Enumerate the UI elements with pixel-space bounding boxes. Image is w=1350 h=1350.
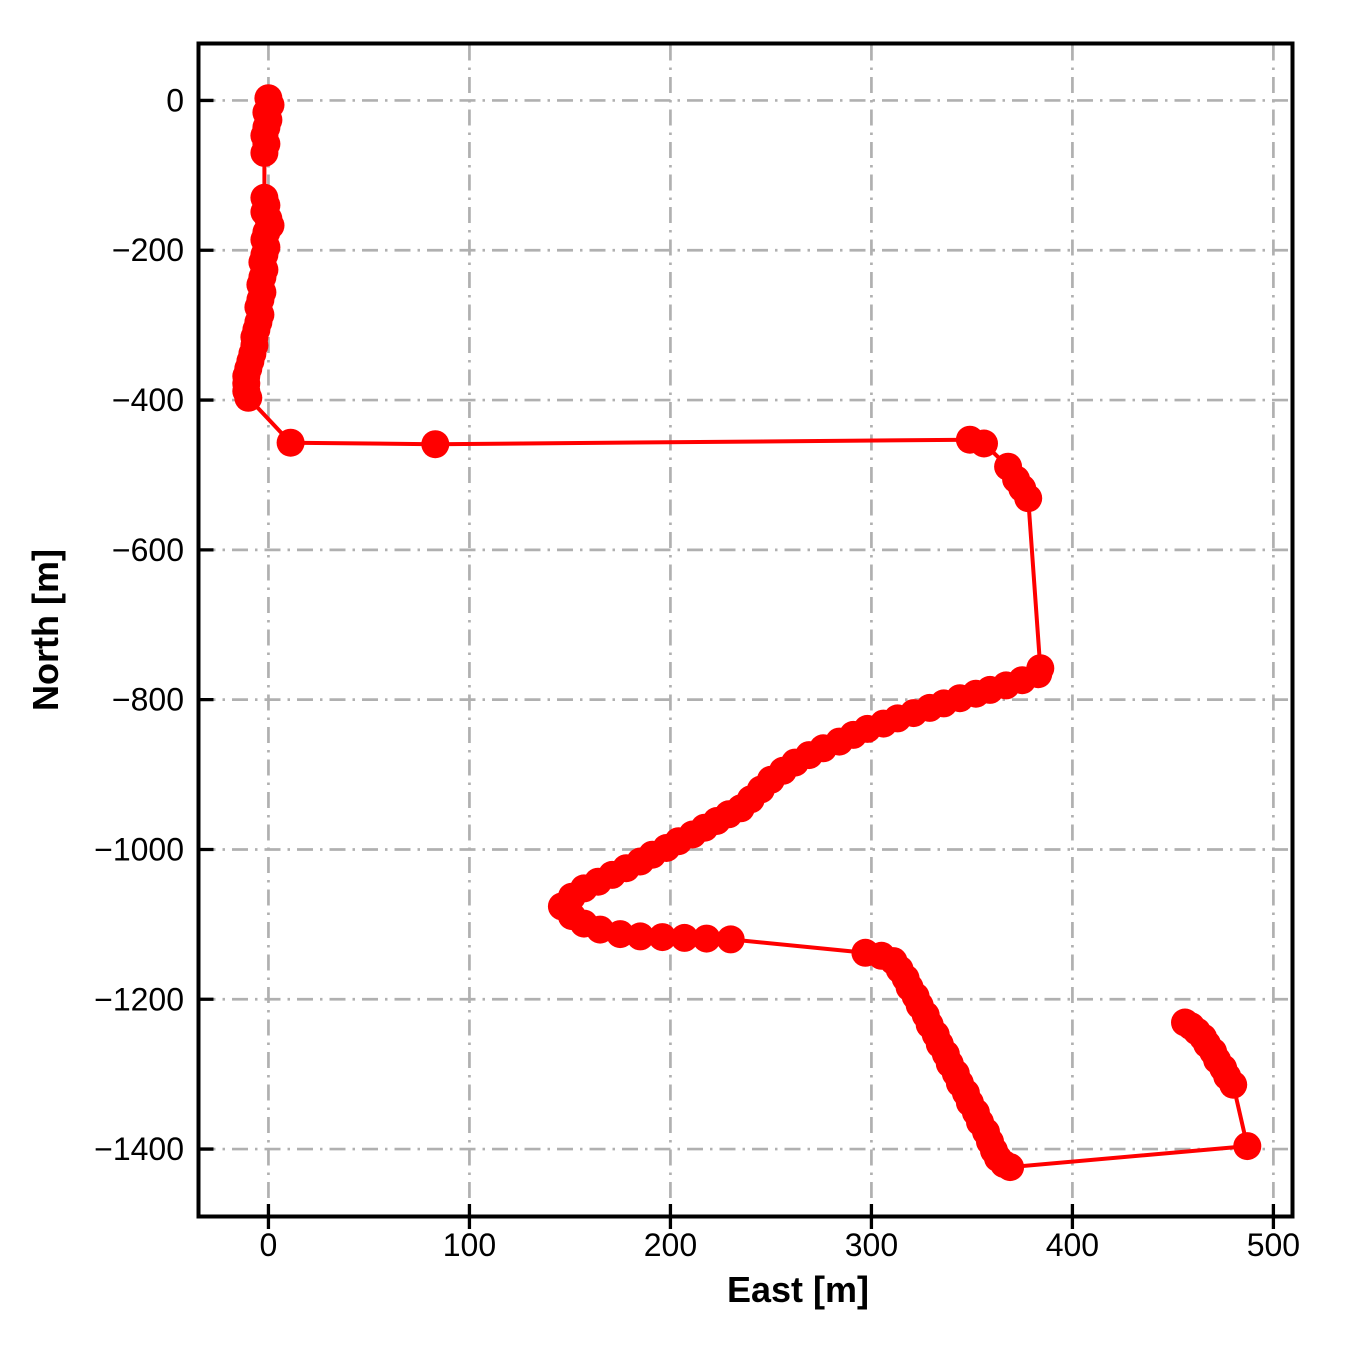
trajectory-point	[670, 923, 699, 952]
trajectory-point	[234, 383, 263, 412]
trajectory-point	[692, 924, 721, 953]
tick-labels: 0 100 200 300 400 500 0 −200 −400 −600 −800 −1000 −1…	[94, 82, 1300, 1263]
y-tick-label: −1000	[94, 831, 184, 867]
y-axis-label: North [m]	[25, 549, 66, 711]
gridlines	[199, 44, 1292, 1216]
x-tick-label: 300	[845, 1227, 898, 1263]
trajectory-point	[276, 428, 305, 457]
trajectory-point	[716, 925, 745, 954]
trajectory-point	[996, 1153, 1025, 1182]
y-tick-label: 0	[166, 82, 184, 118]
trajectory-point	[626, 922, 655, 951]
y-tick-label: −800	[112, 682, 184, 718]
trajectory-point	[970, 429, 998, 458]
y-tick-label: −600	[112, 532, 184, 568]
y-tick-label: −400	[112, 382, 184, 418]
x-tick-label: 0	[260, 1227, 278, 1263]
y-tick-label: −1400	[94, 1131, 184, 1167]
trajectory-point	[1171, 1008, 1199, 1037]
trajectory-point	[421, 430, 450, 459]
y-tick-label: −1200	[94, 981, 184, 1017]
trajectory-point	[648, 923, 677, 952]
axis-ticks	[196, 98, 1276, 1229]
x-tick-label: 400	[1046, 1227, 1099, 1263]
x-tick-label: 100	[443, 1227, 496, 1263]
x-tick-label: 500	[1247, 1227, 1300, 1263]
plot-border	[196, 41, 1295, 1219]
trajectory-point	[1233, 1132, 1262, 1161]
trajectory-point	[1014, 484, 1043, 513]
trajectory-line	[244, 96, 1250, 1170]
y-tick-label: −200	[112, 232, 184, 268]
trajectory-point	[250, 138, 279, 167]
x-axis-label: East [m]	[727, 1269, 869, 1310]
trajectory-markers	[232, 84, 1262, 1182]
x-tick-label: 200	[644, 1227, 697, 1263]
